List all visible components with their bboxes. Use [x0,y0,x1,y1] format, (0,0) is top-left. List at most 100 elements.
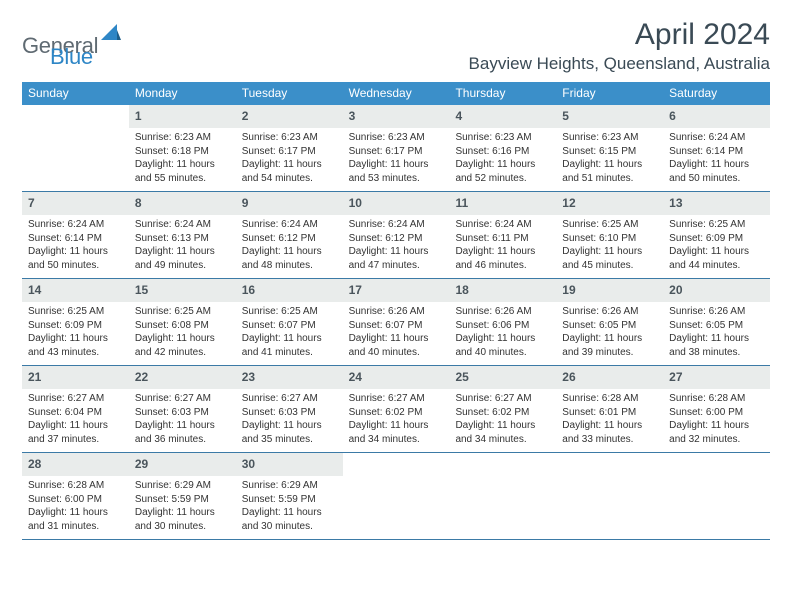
day-cell: 11Sunrise: 6:24 AMSunset: 6:11 PMDayligh… [449,192,556,278]
day-details: Sunrise: 6:24 AMSunset: 6:13 PMDaylight:… [129,215,236,278]
day-details: Sunrise: 6:26 AMSunset: 6:07 PMDaylight:… [343,302,450,365]
daylight-text: Daylight: 11 hours and 50 minutes. [28,245,123,272]
daynum-bar: 7 [22,192,129,215]
day-details: Sunrise: 6:23 AMSunset: 6:17 PMDaylight:… [343,128,450,191]
day-details: Sunrise: 6:24 AMSunset: 6:14 PMDaylight:… [22,215,129,278]
day-number: 7 [28,196,35,210]
daynum-bar: 2 [236,105,343,128]
day-number: 24 [349,370,362,384]
daynum-bar: 9 [236,192,343,215]
day-number: 27 [669,370,682,384]
sunrise-text: Sunrise: 6:23 AM [135,131,230,145]
daylight-text: Daylight: 11 hours and 44 minutes. [669,245,764,272]
daynum-bar: . [449,453,556,476]
day-number: 9 [242,196,249,210]
sunset-text: Sunset: 6:17 PM [349,145,444,159]
day-cell: 5Sunrise: 6:23 AMSunset: 6:15 PMDaylight… [556,105,663,191]
day-details: Sunrise: 6:23 AMSunset: 6:18 PMDaylight:… [129,128,236,191]
daynum-bar: 18 [449,279,556,302]
day-details: Sunrise: 6:28 AMSunset: 6:01 PMDaylight:… [556,389,663,452]
daylight-text: Daylight: 11 hours and 47 minutes. [349,245,444,272]
day-details: Sunrise: 6:27 AMSunset: 6:04 PMDaylight:… [22,389,129,452]
sunset-text: Sunset: 6:03 PM [135,406,230,420]
day-cell: 2Sunrise: 6:23 AMSunset: 6:17 PMDaylight… [236,105,343,191]
week-row: 28Sunrise: 6:28 AMSunset: 6:00 PMDayligh… [22,453,770,540]
daylight-text: Daylight: 11 hours and 55 minutes. [135,158,230,185]
sunrise-text: Sunrise: 6:28 AM [562,392,657,406]
sunrise-text: Sunrise: 6:27 AM [349,392,444,406]
month-title: April 2024 [469,18,770,52]
location-text: Bayview Heights, Queensland, Australia [469,54,770,74]
day-number: 2 [242,109,249,123]
day-details: Sunrise: 6:26 AMSunset: 6:06 PMDaylight:… [449,302,556,365]
day-cell: 28Sunrise: 6:28 AMSunset: 6:00 PMDayligh… [22,453,129,539]
day-details: Sunrise: 6:28 AMSunset: 6:00 PMDaylight:… [22,476,129,539]
weeks-container: .1Sunrise: 6:23 AMSunset: 6:18 PMDayligh… [22,105,770,540]
sunrise-text: Sunrise: 6:25 AM [28,305,123,319]
logo-sail-icon [101,24,121,45]
day-cell: 1Sunrise: 6:23 AMSunset: 6:18 PMDaylight… [129,105,236,191]
sunrise-text: Sunrise: 6:23 AM [455,131,550,145]
day-number: 22 [135,370,148,384]
sunset-text: Sunset: 6:09 PM [669,232,764,246]
sunset-text: Sunset: 6:16 PM [455,145,550,159]
sunset-text: Sunset: 6:02 PM [349,406,444,420]
daynum-bar: . [663,453,770,476]
day-number: 15 [135,283,148,297]
sunset-text: Sunset: 6:00 PM [28,493,123,507]
day-cell: 15Sunrise: 6:25 AMSunset: 6:08 PMDayligh… [129,279,236,365]
daynum-bar: 16 [236,279,343,302]
daynum-bar: . [343,453,450,476]
day-cell: 4Sunrise: 6:23 AMSunset: 6:16 PMDaylight… [449,105,556,191]
daynum-bar: 10 [343,192,450,215]
day-number: 30 [242,457,255,471]
day-number: 29 [135,457,148,471]
daylight-text: Daylight: 11 hours and 40 minutes. [349,332,444,359]
daylight-text: Daylight: 11 hours and 50 minutes. [669,158,764,185]
daynum-bar: 26 [556,366,663,389]
sunset-text: Sunset: 6:05 PM [562,319,657,333]
daynum-bar: 12 [556,192,663,215]
sunrise-text: Sunrise: 6:26 AM [669,305,764,319]
sunrise-text: Sunrise: 6:24 AM [28,218,123,232]
daylight-text: Daylight: 11 hours and 35 minutes. [242,419,337,446]
daylight-text: Daylight: 11 hours and 42 minutes. [135,332,230,359]
day-details: Sunrise: 6:24 AMSunset: 6:12 PMDaylight:… [343,215,450,278]
daynum-bar: 15 [129,279,236,302]
day-number: 23 [242,370,255,384]
day-cell: 17Sunrise: 6:26 AMSunset: 6:07 PMDayligh… [343,279,450,365]
daylight-text: Daylight: 11 hours and 53 minutes. [349,158,444,185]
day-cell: 14Sunrise: 6:25 AMSunset: 6:09 PMDayligh… [22,279,129,365]
sunset-text: Sunset: 6:11 PM [455,232,550,246]
sunset-text: Sunset: 6:01 PM [562,406,657,420]
weekday-wednesday: Wednesday [343,82,450,105]
sunset-text: Sunset: 6:17 PM [242,145,337,159]
day-details: Sunrise: 6:26 AMSunset: 6:05 PMDaylight:… [663,302,770,365]
daynum-bar: 19 [556,279,663,302]
sunrise-text: Sunrise: 6:26 AM [562,305,657,319]
daynum-bar: 5 [556,105,663,128]
page-header: General April 2024 Bayview Heights, Quee… [22,18,770,74]
daynum-bar: 11 [449,192,556,215]
sunrise-text: Sunrise: 6:24 AM [242,218,337,232]
day-cell: . [22,105,129,191]
day-number: 3 [349,109,356,123]
calendar-page: General April 2024 Bayview Heights, Quee… [0,0,792,540]
sunset-text: Sunset: 6:10 PM [562,232,657,246]
daynum-bar: 23 [236,366,343,389]
sunrise-text: Sunrise: 6:25 AM [242,305,337,319]
daynum-bar: 14 [22,279,129,302]
day-details: Sunrise: 6:27 AMSunset: 6:02 PMDaylight:… [449,389,556,452]
sunset-text: Sunset: 6:14 PM [28,232,123,246]
day-details: Sunrise: 6:25 AMSunset: 6:07 PMDaylight:… [236,302,343,365]
sunset-text: Sunset: 6:08 PM [135,319,230,333]
daylight-text: Daylight: 11 hours and 30 minutes. [242,506,337,533]
sunrise-text: Sunrise: 6:27 AM [28,392,123,406]
day-details: Sunrise: 6:23 AMSunset: 6:15 PMDaylight:… [556,128,663,191]
day-cell: 27Sunrise: 6:28 AMSunset: 6:00 PMDayligh… [663,366,770,452]
sunrise-text: Sunrise: 6:28 AM [28,479,123,493]
day-cell: 9Sunrise: 6:24 AMSunset: 6:12 PMDaylight… [236,192,343,278]
sunset-text: Sunset: 6:07 PM [349,319,444,333]
sunrise-text: Sunrise: 6:29 AM [135,479,230,493]
day-details: Sunrise: 6:26 AMSunset: 6:05 PMDaylight:… [556,302,663,365]
